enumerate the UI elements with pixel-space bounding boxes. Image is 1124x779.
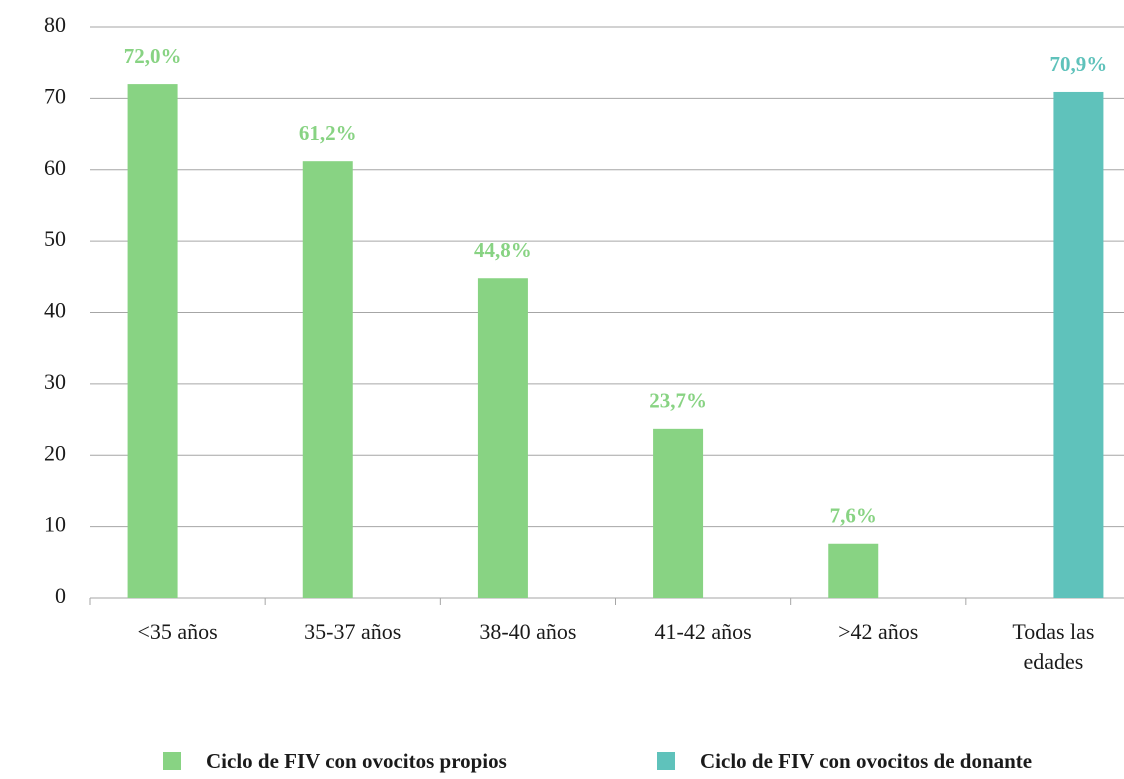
x-tick-label: 35-37 años — [304, 619, 401, 644]
x-tick-label: <35 años — [137, 619, 217, 644]
legend-swatch — [163, 752, 181, 770]
bar — [477, 278, 528, 598]
y-tick-label: 50 — [44, 226, 66, 251]
y-tick-label: 60 — [44, 155, 66, 180]
legend-swatch — [657, 752, 675, 770]
y-tick-label: 0 — [55, 583, 66, 608]
y-tick-label: 70 — [44, 83, 66, 108]
value-label: 7,6% — [830, 504, 877, 528]
bar — [653, 428, 704, 598]
value-label: 70,9% — [1050, 52, 1108, 76]
x-tick-label: Todas las edades — [1012, 619, 1094, 674]
y-tick-label: 40 — [44, 298, 66, 323]
x-tick-label-line: Todas las — [1012, 619, 1094, 644]
legend-label: Ciclo de FIV con ovocitos propios — [206, 749, 507, 773]
bar — [302, 161, 353, 598]
value-label: 44,8% — [474, 238, 532, 262]
y-tick-label: 30 — [44, 369, 66, 394]
y-tick-label: 10 — [44, 512, 66, 537]
value-label: 61,2% — [299, 121, 357, 145]
x-tick-label: 38-40 años — [479, 619, 576, 644]
bar — [1053, 91, 1104, 599]
x-tick-label: >42 años — [838, 619, 918, 644]
legend-label: Ciclo de FIV con ovocitos de donante — [700, 749, 1032, 773]
y-tick-label: 20 — [44, 440, 66, 465]
x-tick-label-line: edades — [1023, 649, 1083, 674]
value-label: 23,7% — [649, 389, 707, 413]
bar — [127, 84, 178, 599]
bar — [828, 543, 879, 598]
y-tick-label: 80 — [44, 12, 66, 37]
x-tick-label: 41-42 años — [655, 619, 752, 644]
value-label: 72,0% — [124, 44, 182, 68]
